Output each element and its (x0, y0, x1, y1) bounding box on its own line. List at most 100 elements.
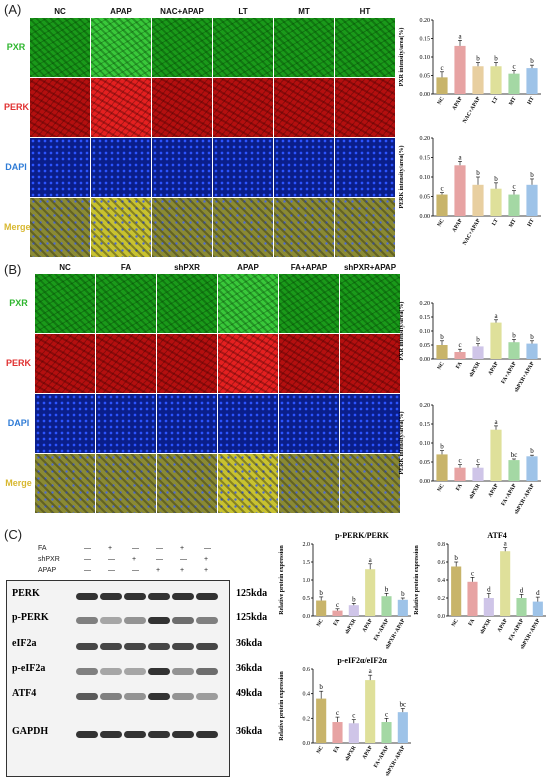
micrograph-image (152, 138, 212, 197)
x-tick-label: MT (508, 218, 518, 229)
bar (381, 722, 392, 743)
significance-letter: c (458, 341, 461, 349)
blot-row-label: eIF2a (12, 638, 37, 649)
y-axis-label: PERK intensity/area(%) (398, 411, 405, 474)
significance-letter: c (352, 712, 355, 720)
y-tick-label: 0.00 (420, 479, 431, 485)
panel-c-label: (C) (4, 527, 23, 542)
x-tick-label: NAC+APAP (462, 217, 482, 246)
blot-band (124, 593, 146, 600)
micrograph-image (91, 78, 151, 137)
x-tick-label: NC (451, 618, 460, 628)
row-label: PERK (5, 357, 31, 368)
bar (483, 598, 494, 616)
x-tick-label: NC (437, 483, 446, 493)
significance-letter: bc (511, 451, 518, 459)
significance-letter: c (440, 64, 443, 72)
blot-band (124, 617, 146, 624)
bar (508, 194, 520, 216)
bar (490, 188, 502, 216)
y-tick-label: 0.10 (420, 329, 431, 335)
column-header: FA+APAP (290, 263, 328, 272)
molecular-weight-label: 125kda (236, 612, 268, 623)
chart-title: ATF4 (487, 531, 506, 540)
micrograph-image (213, 18, 273, 77)
x-tick-label: NC (316, 745, 325, 755)
molecular-weight-label: 36kda (236, 638, 263, 649)
significance-letter: b (476, 336, 480, 344)
x-tick-label: LT (491, 96, 500, 105)
bar (436, 345, 448, 359)
blot-band (124, 731, 146, 738)
y-axis-label: Relative protein expression (414, 545, 420, 615)
row-label: DAPI (7, 417, 30, 428)
x-tick-label: APAP (487, 360, 500, 376)
blot-band (76, 643, 98, 650)
bar (436, 194, 448, 216)
x-tick-label: HT (527, 96, 536, 106)
significance-letter: d (520, 586, 524, 594)
blot-band (172, 593, 194, 600)
y-tick-label: 0.4 (303, 692, 311, 698)
chart-title: p-eIF2α/eIF2α (337, 656, 387, 665)
significance-letter: c (512, 63, 515, 71)
significance-letter: a (369, 667, 373, 675)
blot-band (100, 731, 122, 738)
significance-letter: b (352, 595, 356, 603)
blot-band (100, 668, 122, 675)
y-tick-label: 2.0 (303, 542, 311, 548)
y-tick-label: 0.10 (420, 175, 431, 181)
bar (454, 467, 466, 481)
significance-letter: b (319, 683, 323, 691)
bar (526, 68, 538, 94)
micrograph-image (30, 138, 90, 197)
treatment-mark: + (204, 556, 209, 563)
bar (508, 460, 520, 481)
bar (490, 322, 502, 359)
x-tick-label: LT (491, 218, 500, 227)
treatment-label: shPXR (38, 556, 60, 563)
micrograph-image (340, 394, 400, 453)
chart-a-pxr: PXR intensity/area(%) 0.00 0.05 0.10 0.15 0.2… (398, 18, 541, 124)
bar (490, 429, 502, 481)
y-tick-label: 0.00 (420, 214, 431, 220)
treatment-mark: — (180, 556, 187, 563)
micrograph-image (91, 198, 151, 257)
y-tick-label: 0.0 (303, 741, 311, 747)
y-tick-label: 0.05 (420, 460, 431, 466)
micrograph-image (91, 138, 151, 197)
micrograph-image (30, 78, 90, 137)
micrograph-image (218, 274, 278, 333)
significance-letter: c (336, 709, 339, 717)
significance-letter: b (319, 589, 323, 597)
blot-row-label: p-eIF2a (12, 663, 46, 674)
micrograph-image (157, 334, 217, 393)
significance-letter: b (530, 333, 534, 341)
y-tick-label: 0.05 (420, 74, 431, 80)
bar (316, 698, 327, 743)
chart-b-perk: PERK intensity/area(%) 0.00 0.05 0.10 0.15 0.… (398, 403, 541, 515)
column-header: APAP (237, 263, 259, 272)
significance-letter: b (401, 590, 405, 598)
bar (508, 342, 520, 359)
micrograph-image (335, 18, 395, 77)
x-tick-label: shPXR (468, 360, 482, 378)
treatment-mark: + (108, 545, 113, 552)
significance-letter: b (494, 55, 498, 63)
micrograph-image (335, 198, 395, 257)
blot-row-label: PERK (12, 588, 40, 599)
treatment-mark: + (180, 545, 185, 552)
micrograph-image (340, 274, 400, 333)
column-header: LT (238, 7, 248, 16)
bar (332, 722, 343, 743)
significance-letter: c (471, 569, 474, 577)
micrograph-image (30, 18, 90, 77)
treatment-mark: — (156, 545, 163, 552)
micrograph-image (274, 78, 334, 137)
row-label: PXR (6, 41, 26, 52)
micrograph-image (30, 198, 90, 257)
micrograph-image (152, 198, 212, 257)
blot-band (76, 593, 98, 600)
column-header: NC (54, 7, 66, 16)
y-tick-label: 0.20 (420, 301, 431, 307)
